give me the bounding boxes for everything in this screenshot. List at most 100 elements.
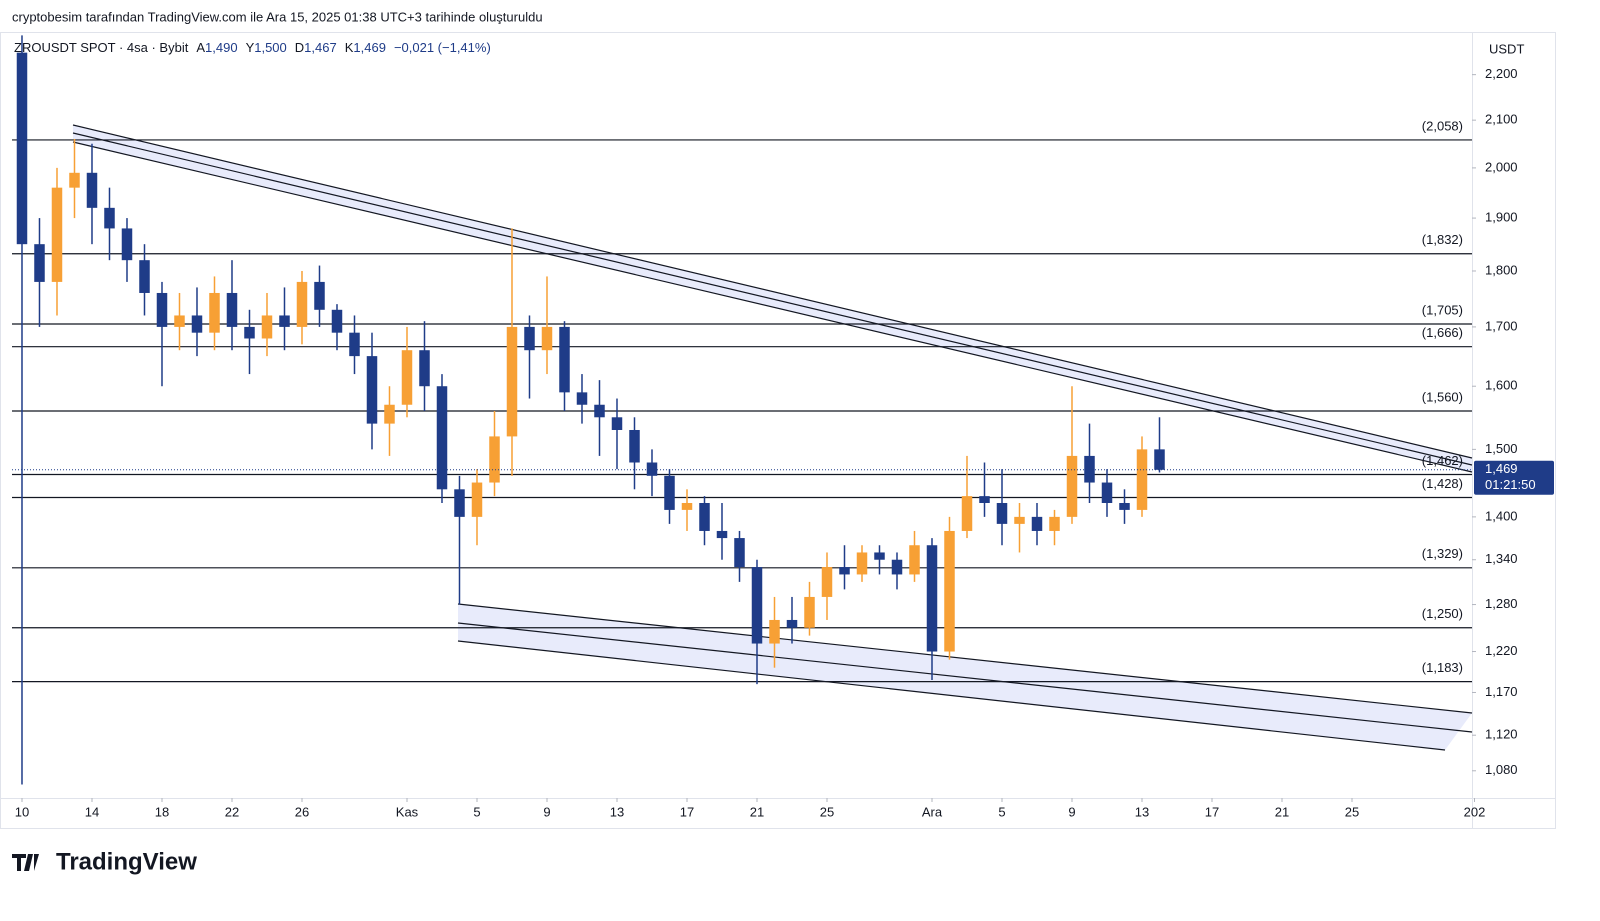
candle-body: [471, 482, 483, 517]
x-tick-label: 21: [750, 804, 764, 819]
candle-body: [1154, 449, 1165, 470]
ohlc-key: A: [196, 40, 205, 55]
level-label: (2,058): [1422, 118, 1463, 133]
candle-body: [279, 315, 290, 327]
ohlc-value: 1,500: [254, 40, 287, 55]
candle-body: [16, 52, 28, 245]
candle-body: [1031, 516, 1043, 531]
candle-body: [891, 559, 903, 575]
y-tick-label: 1,400: [1485, 508, 1518, 523]
candle-body: [734, 538, 745, 568]
candle-body: [1066, 455, 1078, 517]
candle-body: [314, 281, 325, 310]
x-tick-label: 18: [155, 804, 169, 819]
x-tick-label: 9: [543, 804, 550, 819]
candle-body: [156, 292, 168, 327]
x-tick-label: 5: [473, 804, 480, 819]
candle-body: [489, 436, 500, 483]
level-label: (1,705): [1422, 302, 1463, 317]
level-label: (1,183): [1422, 660, 1463, 675]
candle-body: [751, 567, 763, 644]
candle-body: [104, 207, 115, 229]
brand: TradingView: [56, 848, 197, 875]
candle-body: [1119, 502, 1130, 510]
candle-body: [664, 475, 675, 510]
candle-body: [1014, 516, 1025, 524]
level-label: (1,250): [1422, 606, 1463, 621]
candle-body: [856, 552, 868, 575]
x-tick-label: 17: [1205, 804, 1219, 819]
y-tick-label: 1,900: [1485, 210, 1518, 225]
candle-body: [944, 530, 955, 652]
candle-body: [226, 292, 238, 327]
x-tick-label: Kas: [396, 804, 419, 819]
candle-body: [646, 462, 658, 476]
x-tick-label: Ara: [922, 804, 943, 819]
candle-body: [51, 187, 63, 282]
candle-body: [559, 326, 570, 393]
y-tick-label: 1,080: [1485, 762, 1518, 777]
trend-line: [72, 132, 1473, 466]
candle-body: [296, 281, 308, 327]
candle-body: [419, 350, 430, 387]
x-tick-label: 10: [15, 804, 29, 819]
candle-body: [804, 596, 815, 628]
candle-body: [716, 530, 728, 539]
x-tick-label: 5: [998, 804, 1005, 819]
y-tick-label: 1,700: [1485, 318, 1518, 333]
x-tick-label: 21: [1275, 804, 1289, 819]
candle-body: [524, 326, 535, 351]
x-tick-label: 25: [820, 804, 834, 819]
channel-line: [457, 622, 1473, 733]
candle-body: [401, 350, 413, 405]
candle-body: [594, 404, 605, 418]
level-label: (1,428): [1422, 476, 1463, 491]
candle-body: [611, 417, 623, 430]
candle-body: [1136, 449, 1148, 510]
candle-body: [769, 619, 780, 644]
candle-body: [366, 356, 378, 424]
candle-body: [349, 332, 360, 357]
last-price-tag: [1474, 460, 1554, 495]
attribution: cryptobesim tarafından TradingView.com i…: [12, 9, 543, 24]
candle-body: [874, 552, 885, 560]
candle-body: [961, 496, 973, 531]
candle-body: [69, 172, 80, 188]
brand-logo: [12, 854, 39, 871]
candle-body: [384, 404, 395, 424]
candle-body: [209, 292, 220, 333]
candle-body: [331, 309, 343, 333]
candle-body: [34, 244, 45, 282]
candle-body: [576, 392, 588, 405]
ohlc-key: Y: [246, 40, 255, 55]
x-tick-label: 202: [1464, 804, 1486, 819]
y-tick-label: 2,200: [1485, 66, 1518, 81]
candle-body: [926, 545, 938, 652]
candle-body: [261, 315, 273, 339]
y-tick-label: 1,120: [1485, 727, 1518, 742]
x-tick-label: 25: [1345, 804, 1359, 819]
ohlc-key: K: [345, 40, 354, 55]
candle-body: [979, 496, 990, 503]
ohlc-value: 1,467: [304, 40, 337, 55]
currency: USDT: [1489, 41, 1524, 56]
candle-body: [1049, 516, 1060, 531]
x-tick-label: 22: [225, 804, 239, 819]
level-label: (1,329): [1422, 546, 1463, 561]
candle-body: [681, 502, 693, 510]
x-tick-label: 9: [1068, 804, 1075, 819]
candle-body: [174, 315, 185, 327]
candle-body: [244, 326, 255, 339]
y-tick-label: 1,800: [1485, 262, 1518, 277]
candle-body: [506, 326, 518, 437]
y-tick-label: 1,500: [1485, 441, 1518, 456]
y-tick-label: 1,220: [1485, 643, 1518, 658]
last-price-label: 1,469: [1485, 461, 1518, 476]
ohlc-key: D: [295, 40, 304, 55]
x-tick-label: 17: [680, 804, 694, 819]
trend-line: [72, 124, 1473, 459]
candle-body: [541, 326, 553, 351]
ohlc-value: 1,490: [205, 40, 238, 55]
